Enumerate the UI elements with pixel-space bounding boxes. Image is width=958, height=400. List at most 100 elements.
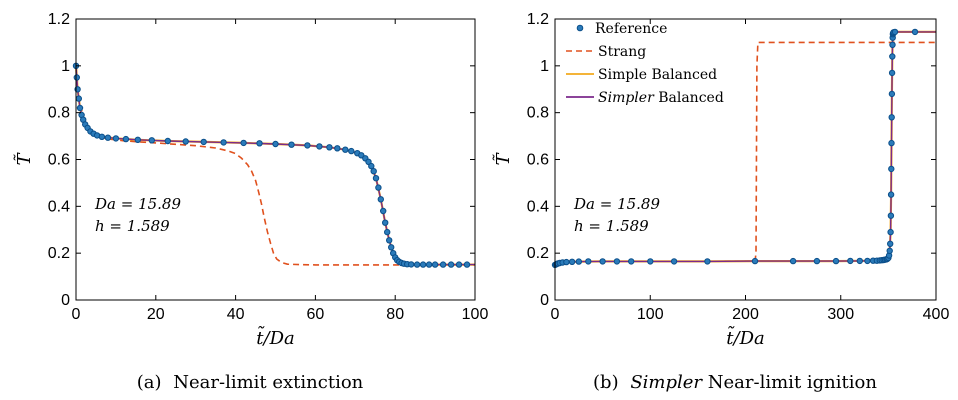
panel-a-annotation-da: Da = 15.89 — [94, 195, 181, 213]
panel-a-reference-point — [372, 175, 380, 182]
panel-b-reference-point — [887, 240, 894, 248]
panel-a-reference-point — [76, 104, 84, 112]
panel-b-reference-point — [575, 258, 582, 265]
panel-a-caption-prefix: (a) — [137, 372, 162, 393]
legend-reference-marker — [576, 24, 584, 32]
legend-simpler-rest: Balanced — [654, 90, 724, 106]
panel-a-reference-point — [431, 261, 439, 268]
panel-b-reference-point — [599, 258, 606, 265]
panel-a-reference-point — [419, 261, 427, 268]
panel-a-reference-point — [370, 168, 377, 175]
panel-b-ticks: 0 100 200 300 400 0 0.2 0.4 0.6 0.8 1 1.2 — [527, 11, 950, 323]
panel-b-reference-point — [628, 258, 635, 265]
panel-a-reference-point — [463, 261, 471, 268]
panel-a-reference-point — [134, 136, 142, 144]
panel-a-reference-point — [104, 134, 112, 141]
panel-b-series — [551, 28, 936, 269]
panel-b-annotation-h: h = 1.589 — [574, 217, 649, 235]
panel-b-ytick-label: 0.2 — [527, 245, 549, 262]
panel-a-xtick-label: 80 — [386, 306, 404, 323]
legend: Reference Strang Simple Balanced Simpler… — [566, 21, 724, 106]
panel-a-reference-point — [326, 144, 333, 151]
panel-a-reference-point — [75, 95, 83, 102]
panel-a-reference-point — [425, 261, 433, 268]
panel-a-ytick-label: 0 — [61, 292, 70, 309]
panel-a-reference-point — [288, 141, 295, 148]
panel-b-caption-text: Near-limit ignition — [708, 372, 878, 393]
panel-a-reference-point — [148, 137, 156, 144]
panel-b-reference-point — [813, 257, 821, 265]
panel-b-xtick-label: 300 — [827, 306, 854, 323]
panel-a-ytick-label: 0.4 — [48, 198, 70, 215]
panel-a-reference-point — [368, 162, 375, 170]
panel-a-xtick-label: 60 — [307, 306, 325, 323]
legend-reference-label: Reference — [595, 21, 667, 37]
panel-a-reference-point — [122, 135, 130, 143]
panel-a-reference-point — [200, 138, 207, 146]
panel-a-reference-point — [413, 261, 421, 268]
panel-a-reference-point — [365, 158, 372, 166]
panel-b-reference-point — [887, 191, 895, 198]
panel-a-reference-point — [256, 140, 263, 147]
panel-b-reference-point — [887, 212, 895, 219]
panel-a-annotation-h: h = 1.589 — [95, 217, 170, 235]
legend-simpler-italic: Simpler — [598, 90, 655, 106]
panel-b-ytick-label: 1.2 — [527, 11, 549, 28]
panel-b-reference-point — [832, 257, 840, 265]
panel-a-ytick-label: 1.2 — [48, 11, 70, 28]
panel-b-reference-point — [847, 257, 854, 265]
panel-b-reference-point — [891, 28, 899, 36]
panel-a-reference-point — [377, 196, 384, 203]
panel-a-reference-point — [386, 237, 393, 244]
panel-b-reference-point — [911, 28, 919, 36]
panel-b-xtick-label: 100 — [637, 306, 664, 323]
panel-a-ytick-label: 0.2 — [48, 245, 70, 262]
panel-b-ylabel: T̃ — [492, 152, 514, 166]
panel-a-series — [72, 62, 475, 268]
panel-b-xtick-label: 400 — [923, 306, 950, 323]
panel-a-reference-point — [73, 74, 81, 81]
panel-a-reference-point — [98, 133, 106, 141]
panel-a-ylabel: T̃ — [13, 152, 35, 166]
panel-a-reference-point — [334, 145, 341, 152]
panel-a-ytick-label: 0.6 — [48, 152, 70, 169]
panel-b-reference-point — [888, 90, 896, 98]
panel-b-ytick-label: 0.8 — [527, 105, 549, 122]
panel-a-caption-text: Near-limit extinction — [173, 372, 363, 393]
panel-a-reference-point — [316, 143, 323, 150]
panel-a-reference-point — [342, 146, 349, 153]
panel-b-reference-point — [670, 258, 678, 265]
panel-a-reference-point — [408, 261, 415, 268]
panel-b-reference-point — [704, 258, 711, 265]
panel-b-ytick-label: 1 — [540, 58, 549, 75]
panel-b-xlabel: t̃/Da — [726, 326, 764, 349]
panel-b-xtick-label: 0 — [551, 306, 560, 323]
panel-b-reference-point — [585, 258, 592, 265]
panel-b-reference-point — [613, 258, 621, 265]
panel-a-reference-point — [164, 137, 172, 145]
panel-a-reference-point — [455, 261, 463, 268]
panel-b-reference-point — [864, 257, 871, 265]
panel-a-xlabel: t̃/Da — [256, 326, 294, 349]
panel-a-reference-point — [304, 142, 311, 149]
panel-b-reference-point — [888, 114, 895, 121]
panel-b-ytick-label: 0.4 — [527, 198, 549, 215]
panel-a-reference-point — [375, 184, 382, 191]
panel-b-reference-point — [889, 41, 896, 48]
panel-b-reference-point — [856, 257, 863, 265]
panel-a-reference-point — [439, 261, 447, 268]
panel-a-ytick-label: 1 — [61, 58, 70, 75]
panel-b-xtick-label: 200 — [732, 306, 759, 323]
panel-a-xtick-label: 20 — [147, 306, 165, 323]
panel-a-xtick-label: 40 — [227, 306, 245, 323]
panel-b-caption: (b) Simpler Near-limit ignition — [593, 372, 877, 393]
panel-b-reference-point — [886, 247, 893, 255]
panel-a-reference-point — [272, 140, 279, 148]
panel-a-caption: (a) Near-limit extinction — [137, 372, 364, 393]
panel-b-reference-point — [888, 139, 895, 147]
panel-b-ytick-label: 0 — [540, 292, 549, 309]
panel-b-reference-point — [889, 53, 896, 60]
panel-b-caption-italic: Simpler — [630, 372, 703, 393]
